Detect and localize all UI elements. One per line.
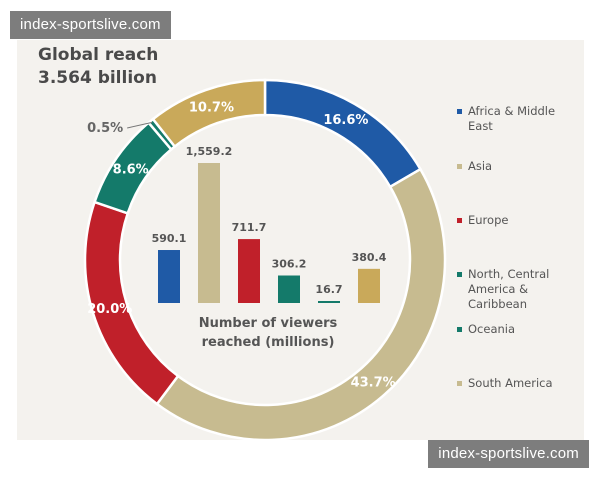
legend-label-line: Africa & Middle bbox=[468, 104, 556, 118]
legend-swatch bbox=[457, 218, 462, 223]
donut-slice-africa-middle-east bbox=[263, 78, 423, 189]
slice-label-europe: 20.0% bbox=[87, 302, 132, 317]
legend-swatch bbox=[457, 327, 462, 332]
legend-item-south-america: South America bbox=[457, 376, 592, 391]
legend-swatch bbox=[457, 164, 462, 169]
legend-item-north-central-america: North, Central America & Caribbean bbox=[457, 267, 592, 312]
bar-label-south-america: 380.4 bbox=[352, 251, 387, 264]
bar-north-central-america-caribbean bbox=[278, 275, 300, 303]
bar-asia bbox=[198, 163, 220, 303]
watermark-bottom: index-sportslive.com bbox=[428, 440, 589, 468]
legend-item-africa-middle-east: Africa & Middle East bbox=[457, 104, 592, 134]
bar-oceania bbox=[318, 301, 340, 303]
legend-label-line: North, Central bbox=[468, 267, 550, 281]
legend-label-line: Caribbean bbox=[468, 297, 528, 311]
donut-slice-south-america bbox=[151, 78, 267, 149]
slice-label-asia: 43.7% bbox=[351, 375, 396, 390]
slice-label-north-central-america-caribbean: 8.6% bbox=[113, 163, 149, 178]
legend-label: Africa & Middle East bbox=[468, 104, 555, 134]
bar-caption-line1: Number of viewers bbox=[199, 316, 338, 331]
legend-swatch bbox=[457, 381, 462, 386]
legend-label-line: East bbox=[468, 119, 493, 133]
slice-label-south-america: 10.7% bbox=[189, 101, 234, 116]
legend-label-line: South America bbox=[468, 376, 553, 390]
bar-label-africa-middle-east: 590.1 bbox=[152, 232, 187, 245]
chart-title-line2: 3.564 billion bbox=[38, 68, 157, 88]
legend-label-line: Asia bbox=[468, 159, 493, 173]
legend-label: North, Central America & Caribbean bbox=[468, 267, 549, 312]
bar-caption-line2: reached (millions) bbox=[202, 335, 335, 350]
chart-title-line1: Global reach bbox=[38, 45, 159, 65]
bar-label-europe: 711.7 bbox=[232, 221, 267, 234]
slice-label-oceania: 0.5% bbox=[87, 121, 123, 136]
bar-label-oceania: 16.7 bbox=[315, 283, 342, 296]
legend-item-asia: Asia bbox=[457, 159, 592, 174]
legend-swatch bbox=[457, 272, 462, 277]
slice-label-africa-middle-east: 16.6% bbox=[323, 113, 368, 128]
bar-label-north-central-america-caribbean: 306.2 bbox=[272, 258, 307, 271]
donut-slice-asia bbox=[155, 167, 447, 442]
bar-europe bbox=[238, 239, 260, 303]
legend-item-europe: Europe bbox=[457, 213, 592, 228]
legend-label: South America bbox=[468, 376, 553, 391]
bar-label-asia: 1,559.2 bbox=[186, 145, 233, 158]
watermark-top: index-sportslive.com bbox=[10, 11, 171, 39]
legend-label-line: America & bbox=[468, 282, 529, 296]
legend-label: Oceania bbox=[468, 322, 515, 337]
bar-south-america bbox=[358, 268, 380, 303]
legend-item-oceania: Oceania bbox=[457, 322, 592, 337]
legend-label: Europe bbox=[468, 213, 508, 228]
legend-label-line: Oceania bbox=[468, 322, 516, 336]
legend-label: Asia bbox=[468, 159, 492, 174]
bar-africa-middle-east bbox=[158, 250, 180, 303]
legend-label-line: Europe bbox=[468, 213, 509, 227]
leader-line-oceania bbox=[127, 121, 153, 129]
chart-title: Global reach 3.564 billion bbox=[38, 44, 158, 90]
legend-swatch bbox=[457, 109, 462, 114]
